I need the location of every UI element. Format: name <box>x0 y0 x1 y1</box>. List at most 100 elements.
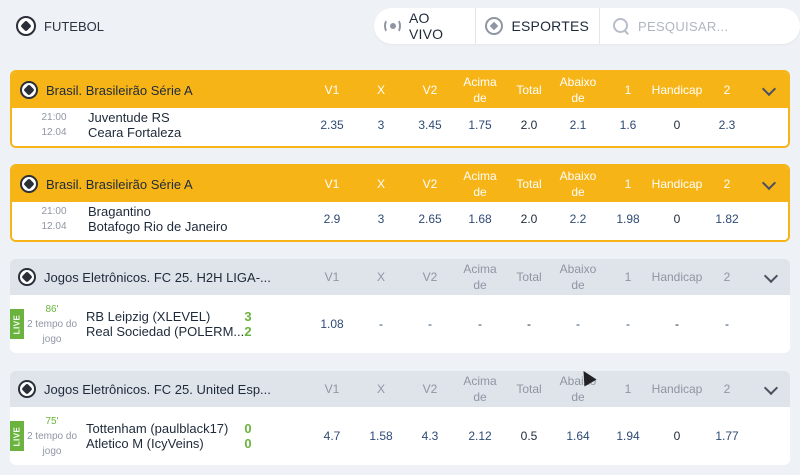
odd-1[interactable]: 1.94 <box>616 429 640 443</box>
soccer-ball-icon <box>20 81 38 99</box>
column-header-acima-de: Acima de <box>463 75 497 105</box>
match-row[interactable]: LIVE 75' 2 tempo do jogo 0 0 Tottenham (… <box>10 407 790 465</box>
odd-1[interactable]: - <box>626 317 630 331</box>
league-header[interactable]: Brasil. Brasileirão Série A V1 X V2 Acima d… <box>12 72 788 108</box>
match-period-line1: 2 tempo do <box>26 318 78 330</box>
match-score: 0 0 <box>242 421 254 451</box>
odd-x[interactable]: 3 <box>377 212 385 226</box>
league-title: Jogos Eletrônicos. FC 25. H2H LIGA-... <box>18 259 271 295</box>
match-time: 21:00 <box>41 206 67 217</box>
match-period-line2: jogo <box>42 445 62 457</box>
column-header-v1: V1 <box>324 177 340 191</box>
match-teams[interactable]: Tottenham (paulblack17) Atletico M (IcyV… <box>86 421 228 451</box>
odd-v2[interactable]: - <box>428 317 432 331</box>
sport-title: FUTEBOL <box>16 16 104 36</box>
league-title: Brasil. Brasileirão Série A <box>20 72 193 108</box>
match-teams[interactable]: Bragantino Botafogo Rio de Janeiro <box>88 204 227 234</box>
league-name: Jogos Eletrônicos. FC 25. H2H LIGA-... <box>44 269 271 285</box>
match-row[interactable]: 21:00 12.04 Juventude RS Ceara Fortaleza… <box>12 108 788 146</box>
odd-v1[interactable]: 1.08 <box>320 317 344 331</box>
odd-x[interactable]: - <box>379 317 383 331</box>
odd-x[interactable]: 3 <box>377 118 385 132</box>
match-row[interactable]: 21:00 12.04 Bragantino Botafogo Rio de J… <box>12 202 788 240</box>
odd-handicap: 0 <box>673 118 681 132</box>
column-header-1: 1 <box>624 83 632 97</box>
odd-2[interactable]: 2.3 <box>718 118 736 132</box>
column-header-abaixo-de: Abaixo de <box>559 262 597 292</box>
odd-acima-de[interactable]: 1.68 <box>468 212 492 226</box>
chevron-down-icon[interactable] <box>761 175 777 191</box>
column-header-2: 2 <box>723 177 731 191</box>
odd-abaixo-de[interactable]: 2.2 <box>569 212 587 226</box>
column-header-handicap: Handicap <box>651 382 703 396</box>
odd-total: 2.0 <box>520 118 538 132</box>
league-header[interactable]: Brasil. Brasileirão Série A V1 X V2 Acima d… <box>12 166 788 202</box>
column-header-x: X <box>376 177 385 191</box>
odd-v1[interactable]: 2.9 <box>323 212 341 226</box>
odd-x[interactable]: 1.58 <box>369 429 393 443</box>
odd-v2[interactable]: 4.3 <box>421 429 439 443</box>
odd-acima-de[interactable]: - <box>478 317 482 331</box>
column-header-total: Total <box>516 270 542 284</box>
column-header-handicap: Handicap <box>651 270 703 284</box>
league-name: Jogos Eletrônicos. FC 25. United Esp... <box>44 381 271 397</box>
search-input[interactable] <box>638 18 789 34</box>
odd-2[interactable]: - <box>725 317 729 331</box>
match-score: 3 2 <box>242 309 254 339</box>
home-team: Juventude RS <box>88 110 170 125</box>
chevron-down-icon[interactable] <box>761 81 777 97</box>
broadcast-icon <box>384 17 401 35</box>
sports-nav-button[interactable]: ESPORTES <box>475 8 599 44</box>
search-box <box>600 8 800 44</box>
match-card: Brasil. Brasileirão Série A V1 X V2 Acima d… <box>10 70 790 148</box>
league-title: Jogos Eletrônicos. FC 25. United Esp... <box>18 371 271 407</box>
match-row[interactable]: LIVE 86' 2 tempo do jogo 3 2 RB Leipzig … <box>10 295 790 353</box>
odd-total: 2.0 <box>520 212 538 226</box>
sport-title-label: FUTEBOL <box>44 18 104 34</box>
odd-abaixo-de[interactable]: 1.64 <box>566 429 590 443</box>
odd-1[interactable]: 1.98 <box>616 212 640 226</box>
match-teams[interactable]: Juventude RS Ceara Fortaleza <box>88 110 181 140</box>
match-card: Jogos Eletrônicos. FC 25. United Esp... … <box>10 371 790 465</box>
league-header[interactable]: Jogos Eletrônicos. FC 25. H2H LIGA-... V… <box>10 259 790 295</box>
away-team: Botafogo Rio de Janeiro <box>88 219 228 234</box>
odd-v2[interactable]: 3.45 <box>418 118 442 132</box>
odd-abaixo-de[interactable]: - <box>576 317 580 331</box>
league-header[interactable]: Jogos Eletrônicos. FC 25. United Esp... … <box>10 371 790 407</box>
odd-v2[interactable]: 2.65 <box>418 212 442 226</box>
column-header-1: 1 <box>624 177 632 191</box>
away-team: Real Sociedad (POLERM... <box>86 324 245 339</box>
match-date: 12.04 <box>41 221 67 232</box>
odd-total: 0.5 <box>520 429 538 443</box>
match-time: 21:00 <box>41 112 67 123</box>
column-header-v2: V2 <box>422 270 438 284</box>
search-icon <box>612 17 629 35</box>
odd-acima-de[interactable]: 1.75 <box>468 118 492 132</box>
odd-handicap: - <box>675 317 679 331</box>
odd-2[interactable]: 1.77 <box>715 429 739 443</box>
live-nav-button[interactable]: AO VIVO <box>374 8 475 44</box>
odd-1[interactable]: 1.6 <box>619 118 637 132</box>
column-header-x: X <box>376 270 385 284</box>
column-header-v1: V1 <box>324 83 340 97</box>
odd-v1[interactable]: 4.7 <box>323 429 341 443</box>
live-badge: LIVE <box>10 309 24 339</box>
live-badge: LIVE <box>10 421 24 451</box>
odd-abaixo-de[interactable]: 2.1 <box>569 118 587 132</box>
chevron-down-icon[interactable] <box>763 380 779 396</box>
column-header-v2: V2 <box>422 382 438 396</box>
column-header-v1: V1 <box>324 382 340 396</box>
odd-v1[interactable]: 2.35 <box>320 118 344 132</box>
odd-2[interactable]: 1.82 <box>715 212 739 226</box>
column-header-handicap: Handicap <box>651 83 703 97</box>
odd-acima-de[interactable]: 2.12 <box>468 429 492 443</box>
odd-handicap: 0 <box>673 429 681 443</box>
match-teams[interactable]: RB Leipzig (XLEVEL) Real Sociedad (POLER… <box>86 309 244 339</box>
sports-nav-label: ESPORTES <box>511 18 590 34</box>
home-team: RB Leipzig (XLEVEL) <box>86 309 211 324</box>
column-header-v2: V2 <box>422 177 438 191</box>
column-header-v2: V2 <box>422 83 438 97</box>
soccer-ball-icon <box>16 16 36 36</box>
chevron-down-icon[interactable] <box>763 268 779 284</box>
soccer-ball-icon <box>485 17 504 35</box>
